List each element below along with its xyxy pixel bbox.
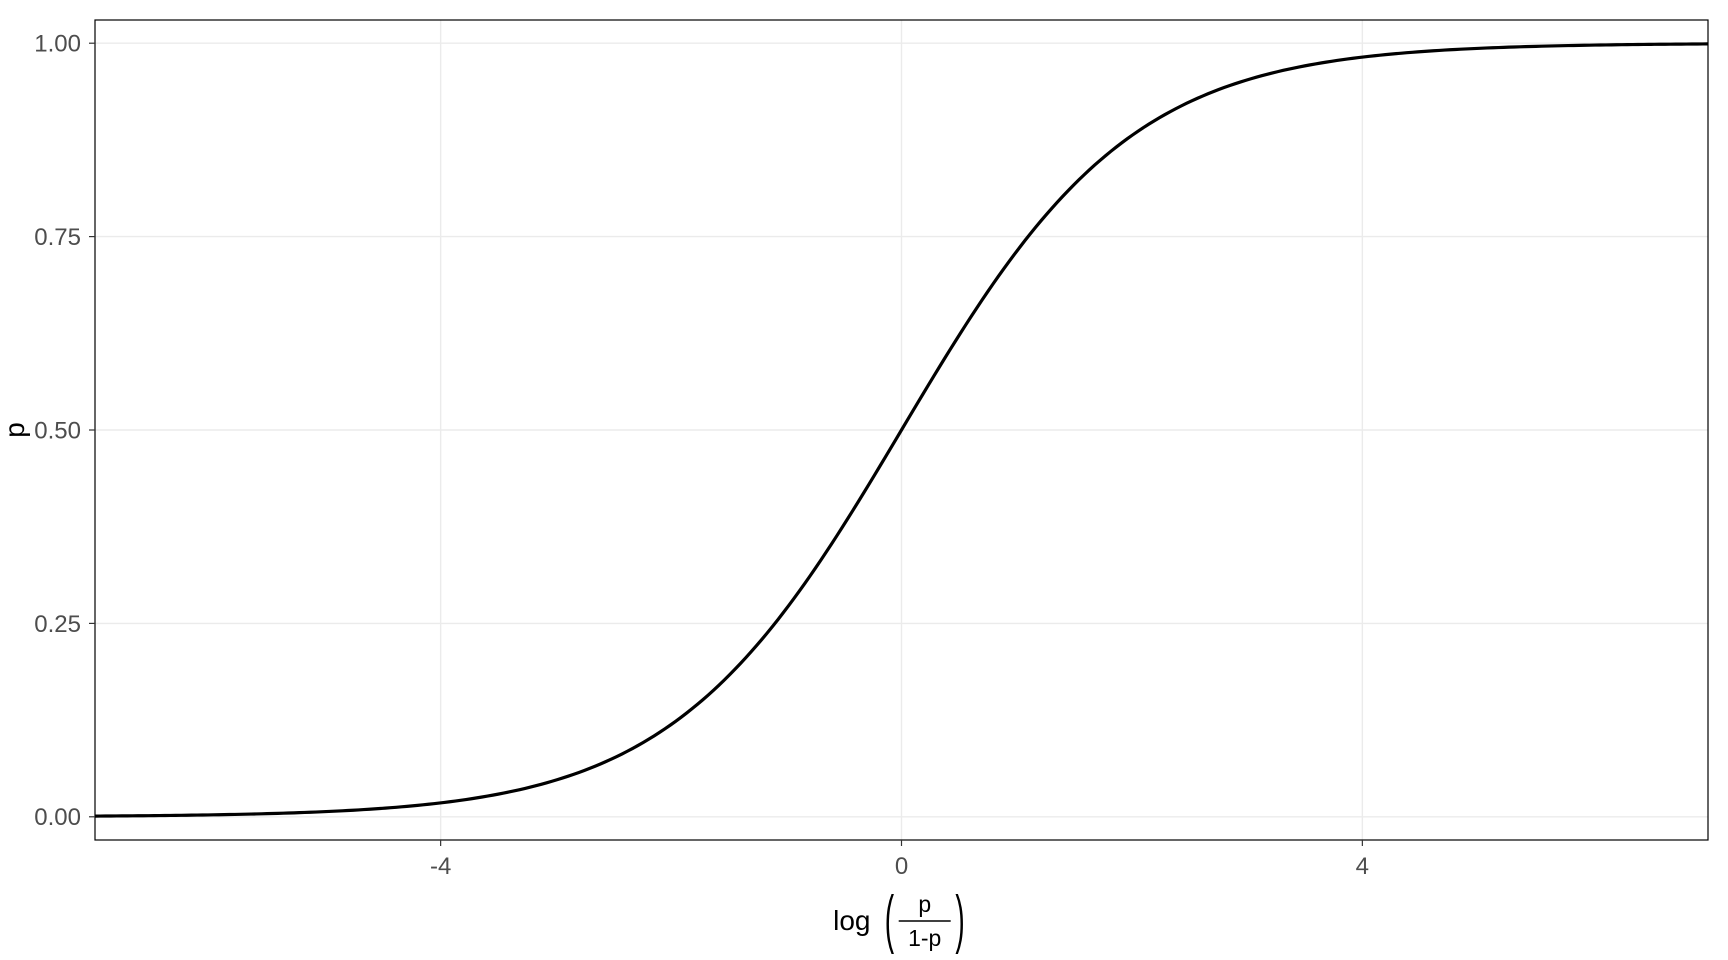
y-tick-label: 0.00	[34, 804, 81, 831]
svg-text:1-p: 1-p	[908, 925, 941, 951]
svg-text:(: (	[885, 882, 895, 955]
y-tick-label: 0.75	[34, 224, 81, 251]
logistic-chart: -4 0 4 0.00 0.25 0.50 0.75 1.00 p log ( p 1-p)	[0, 0, 1728, 960]
x-tick-label: -4	[430, 853, 451, 880]
svg-text:log: log	[833, 905, 870, 936]
svg-text:): )	[955, 882, 964, 955]
y-axis-title: p	[0, 422, 30, 438]
y-tick-label: 0.50	[34, 417, 81, 444]
y-tick-label: 0.25	[34, 611, 81, 638]
x-tick-label: 0	[895, 853, 908, 880]
y-tick-label: 1.00	[34, 31, 81, 58]
chart-svg: -4 0 4 0.00 0.25 0.50 0.75 1.00 p log ( p 1-p)	[0, 0, 1728, 960]
x-tick-label: 4	[1356, 853, 1369, 880]
svg-text:p: p	[918, 891, 931, 917]
